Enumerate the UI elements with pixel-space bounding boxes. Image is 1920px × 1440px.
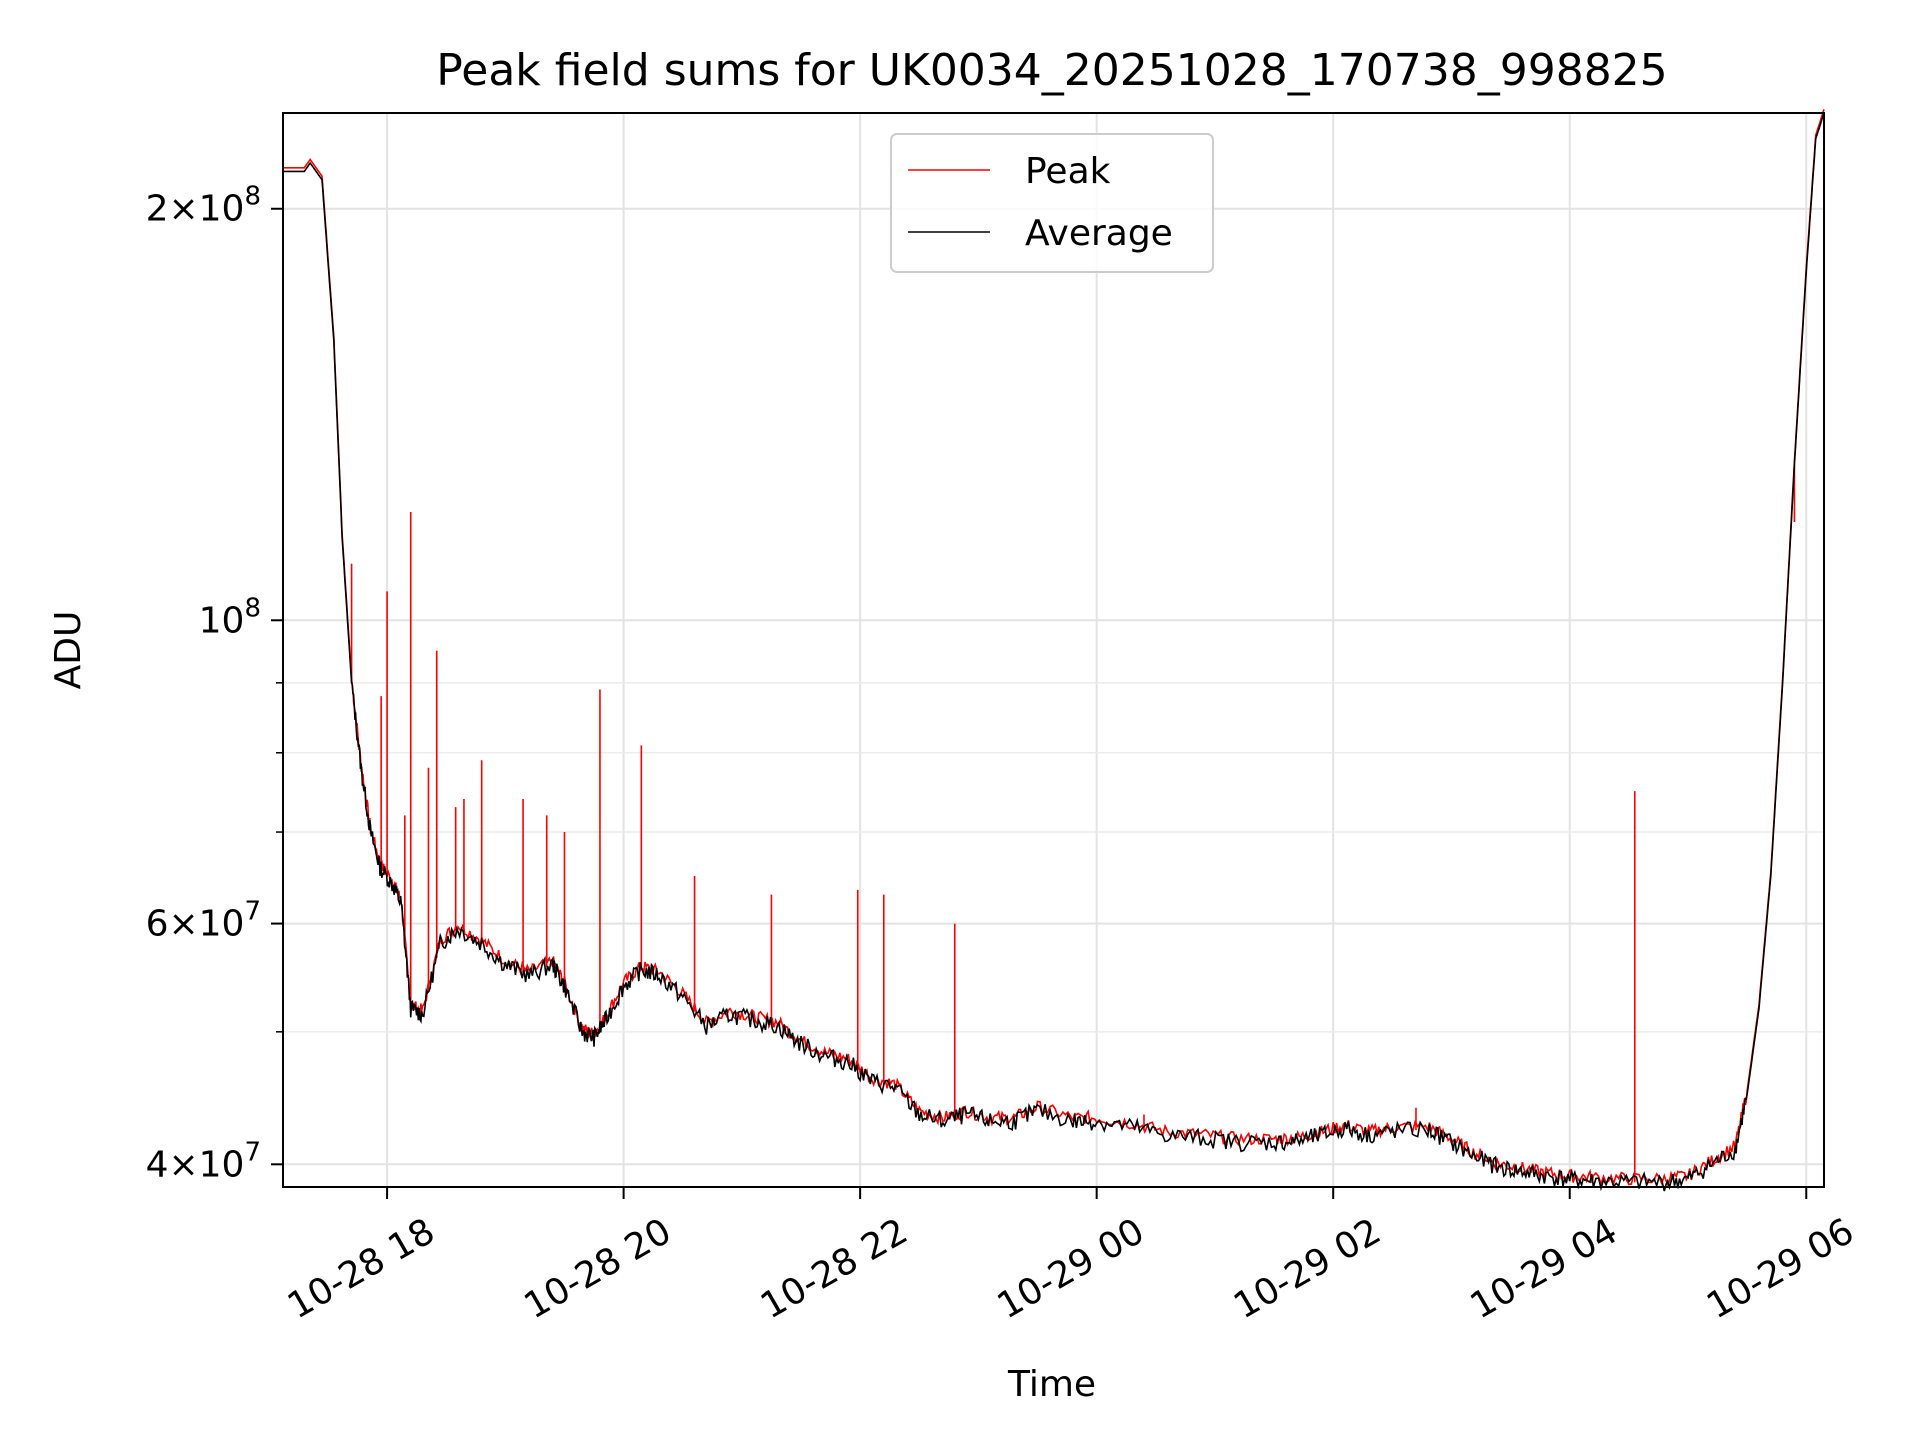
legend-box [890,133,1214,273]
average-series-line [283,112,1825,1192]
y-tick-label: 6×107 [146,897,261,945]
x-axis-label: Time [1007,1364,1096,1405]
y-tick-label: 4×107 [146,1137,261,1185]
chart-title: Peak field sums for UK0034_20251028_1707… [436,45,1667,96]
series-layer [283,109,1825,1192]
legend: Peak Average [890,133,1214,273]
plot-frame [282,112,1825,1188]
legend-label-average: Average [1025,213,1173,254]
y-axis: 4×107 6×107 108 2×108 [146,182,283,1185]
y-tick-label: 108 [199,593,261,641]
legend-label-peak: Peak [1025,151,1111,192]
y-axis-label: ADU [48,611,89,690]
y-tick-label: 2×108 [146,182,261,230]
